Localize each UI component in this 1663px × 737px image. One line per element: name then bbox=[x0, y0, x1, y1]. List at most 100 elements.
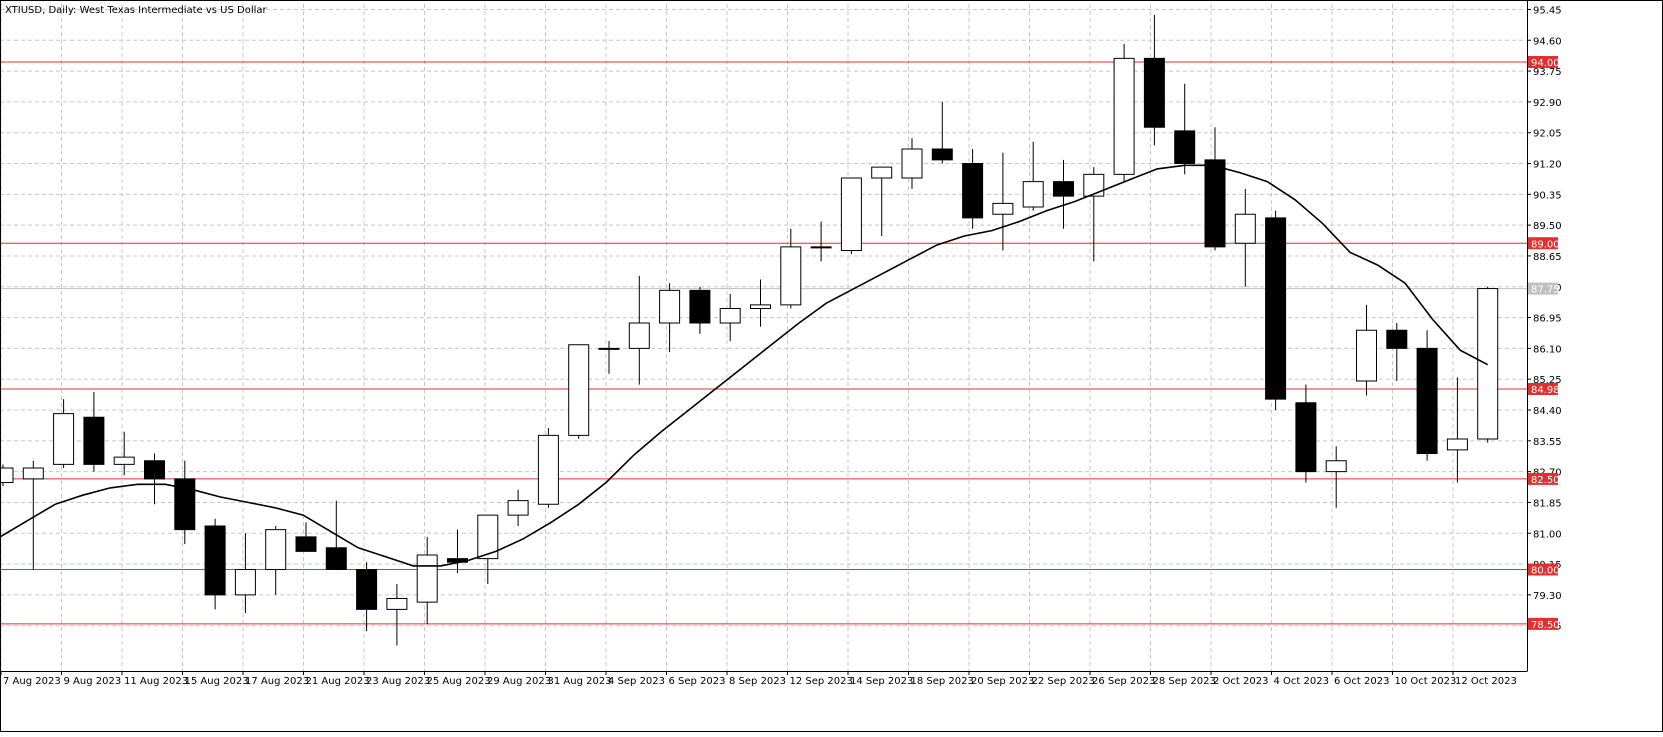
candle bbox=[810, 221, 832, 262]
level-tag bbox=[1528, 56, 1558, 68]
level-tag-label: 84.98 bbox=[1531, 385, 1560, 396]
y-tick-label: 86.10 bbox=[1533, 344, 1562, 355]
price-axis: 95.45 94.60 93.75 92.90 92.05 91.20 90.35 89.50… bbox=[1527, 5, 1562, 633]
current-price-tag bbox=[1528, 282, 1558, 295]
candle-body-bull bbox=[992, 202, 1014, 215]
candle bbox=[113, 431, 135, 476]
candle bbox=[1386, 323, 1408, 381]
candle bbox=[1083, 167, 1105, 262]
candle-body-bull bbox=[537, 434, 559, 505]
x-tick-label: 15 Aug 2023 bbox=[185, 676, 249, 687]
level-tag bbox=[1528, 382, 1558, 395]
candle-body-bull bbox=[1477, 288, 1499, 440]
x-tick-label: 9 Aug 2023 bbox=[64, 676, 122, 687]
y-tick-label: 85.25 bbox=[1533, 375, 1562, 386]
level-tag bbox=[1528, 237, 1558, 250]
x-tick-label: 23 Aug 2023 bbox=[366, 676, 430, 687]
candle-body-bull bbox=[628, 322, 650, 349]
candle-body-bull bbox=[234, 569, 256, 596]
candle-body-bull bbox=[810, 246, 832, 249]
y-tick-label: 94.60 bbox=[1533, 36, 1562, 47]
candle bbox=[750, 279, 771, 327]
candle bbox=[386, 584, 408, 646]
y-tick-label: 83.55 bbox=[1533, 437, 1562, 448]
level-tag-label: 78.50 bbox=[1531, 620, 1560, 631]
candle-body-bull bbox=[53, 413, 75, 465]
candle-body-bull bbox=[1234, 213, 1256, 244]
candle-body-bear bbox=[1053, 181, 1074, 197]
x-tick-label: 20 Sep 2023 bbox=[971, 676, 1034, 687]
x-tick-label: 25 Aug 2023 bbox=[427, 676, 491, 687]
y-tick-label: 79.30 bbox=[1533, 591, 1562, 602]
x-tick-label: 28 Sep 2023 bbox=[1153, 676, 1216, 687]
candle bbox=[1113, 43, 1135, 182]
candle bbox=[356, 562, 378, 632]
y-tick-label: 81.00 bbox=[1533, 529, 1562, 540]
y-tick-label: 95.45 bbox=[1533, 5, 1562, 16]
candle bbox=[265, 526, 287, 595]
candle bbox=[780, 228, 802, 309]
candle-body-bear bbox=[1143, 57, 1165, 128]
candle-body-bear bbox=[689, 289, 711, 324]
candle bbox=[53, 399, 75, 468]
chart-title: XTIUSD, Daily: West Texas Intermediate v… bbox=[5, 5, 268, 16]
candle bbox=[83, 391, 105, 472]
x-tick-label: 26 Sep 2023 bbox=[1092, 676, 1155, 687]
level-tag-label: 82.50 bbox=[1531, 475, 1560, 486]
candle bbox=[295, 522, 317, 552]
level-tag-label: 80.00 bbox=[1531, 566, 1560, 577]
y-tick-label: 84.40 bbox=[1533, 406, 1562, 417]
candle-body-bull bbox=[1325, 460, 1347, 473]
candle-body-bull bbox=[22, 467, 44, 480]
moving-average-line bbox=[0, 164, 1489, 567]
candle bbox=[144, 453, 165, 505]
x-tick-label: 8 Sep 2023 bbox=[729, 676, 786, 687]
candle bbox=[1022, 141, 1044, 211]
y-tick-label: 93.75 bbox=[1533, 67, 1562, 78]
candle-body-bull bbox=[386, 598, 408, 610]
moving-average-layer bbox=[0, 164, 1489, 567]
candle-body-bull bbox=[1113, 57, 1135, 175]
candle bbox=[992, 152, 1014, 251]
candle-body-bull bbox=[840, 177, 862, 251]
x-tick-label: 10 Oct 2023 bbox=[1395, 676, 1457, 687]
x-tick-label: 12 Sep 2023 bbox=[790, 676, 853, 687]
level-tag-label: 89.00 bbox=[1531, 239, 1560, 250]
candle-body-bear bbox=[295, 536, 317, 552]
candle-body-bull bbox=[0, 467, 14, 483]
level-tag-label: 94.00 bbox=[1531, 58, 1560, 69]
candle bbox=[840, 177, 862, 255]
candle bbox=[568, 344, 590, 439]
candle bbox=[598, 341, 620, 374]
candle bbox=[1446, 377, 1468, 483]
candle bbox=[0, 464, 14, 487]
candle-body-bull bbox=[113, 456, 135, 465]
candle-body-bull bbox=[568, 344, 590, 436]
x-tick-label: 21 Aug 2023 bbox=[306, 676, 370, 687]
candle-body-bull bbox=[1356, 329, 1377, 382]
candle bbox=[871, 166, 893, 236]
candle bbox=[1356, 304, 1377, 396]
candle-body-bear bbox=[144, 460, 165, 480]
x-tick-label: 4 Oct 2023 bbox=[1274, 676, 1329, 687]
candles-layer bbox=[0, 14, 1499, 646]
candle-body-bull bbox=[871, 166, 893, 179]
x-tick-label: 18 Sep 2023 bbox=[911, 676, 974, 687]
candle bbox=[659, 283, 681, 352]
level-tag bbox=[1528, 617, 1558, 630]
candle-body-bull bbox=[598, 347, 620, 350]
y-tick-label: 81.85 bbox=[1533, 498, 1562, 509]
x-tick-label: 6 Sep 2023 bbox=[669, 676, 726, 687]
x-tick-label: 17 Aug 2023 bbox=[245, 676, 309, 687]
y-tick-label: 89.50 bbox=[1533, 221, 1562, 232]
candle bbox=[689, 286, 711, 334]
y-tick-label: 91.20 bbox=[1533, 160, 1562, 171]
candle bbox=[1295, 384, 1317, 483]
y-tick-label: 90.35 bbox=[1533, 190, 1562, 201]
candle bbox=[537, 428, 559, 508]
candle bbox=[234, 533, 256, 613]
candle bbox=[1143, 14, 1165, 146]
candle-body-bull bbox=[750, 304, 771, 309]
candle-body-bull bbox=[719, 308, 741, 324]
